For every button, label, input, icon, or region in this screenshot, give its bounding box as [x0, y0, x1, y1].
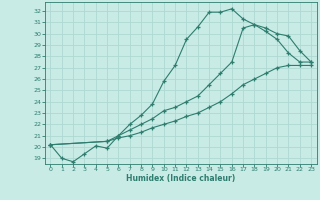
X-axis label: Humidex (Indice chaleur): Humidex (Indice chaleur): [126, 174, 236, 183]
